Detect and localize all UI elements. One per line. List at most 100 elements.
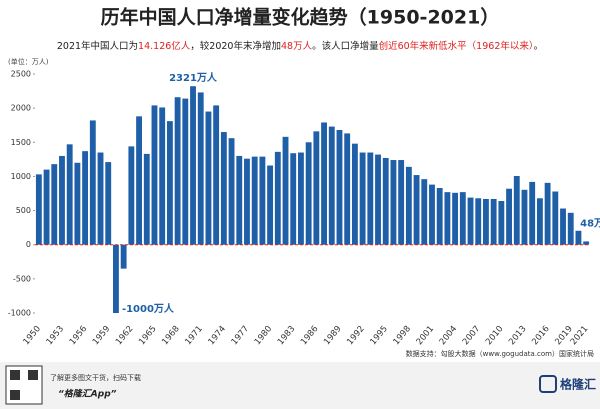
bar	[490, 198, 497, 245]
y-tick-label: 1000	[11, 172, 31, 181]
subtitle-part: 48万人	[281, 41, 313, 52]
bar	[43, 169, 50, 245]
brand: 格隆汇	[560, 377, 596, 392]
bar	[336, 129, 343, 245]
footer-band	[0, 362, 600, 409]
bar	[105, 162, 112, 245]
subtitle-part: 。该人口净增量	[312, 40, 379, 52]
bar	[282, 136, 289, 245]
bar	[536, 198, 543, 245]
bar	[375, 154, 381, 245]
bar	[390, 160, 397, 245]
bar	[89, 120, 96, 245]
bar	[382, 157, 389, 245]
bar	[120, 244, 127, 269]
bar	[498, 201, 505, 245]
y-tick-label: 500	[16, 206, 31, 215]
footer-text: 了解更多图文干货，扫码下载	[50, 373, 141, 382]
bar	[459, 192, 466, 245]
qr-corner	[28, 370, 38, 380]
bar	[305, 142, 312, 245]
bar	[429, 184, 435, 245]
bar	[274, 151, 281, 245]
bar	[344, 133, 351, 245]
value-label: 2321万人	[169, 71, 218, 84]
bar	[513, 176, 520, 245]
bar	[35, 174, 42, 245]
bar	[298, 152, 304, 245]
bar	[136, 116, 142, 245]
bar	[182, 98, 189, 245]
bar	[174, 97, 181, 245]
brand-logo	[539, 375, 557, 393]
bar	[259, 156, 266, 245]
bar	[244, 158, 250, 245]
qr-corner	[10, 390, 20, 400]
bar	[313, 131, 320, 245]
bar	[151, 105, 158, 245]
bar	[552, 191, 559, 245]
y-tick-label: 1500	[11, 138, 31, 147]
bar	[544, 182, 551, 245]
value-label: -1000万人	[122, 302, 175, 315]
bar	[213, 105, 220, 245]
bar	[475, 198, 482, 245]
chart-title: 历年中国人口净增量变化趋势（1950-2021）	[101, 6, 500, 29]
subtitle-part: ，较2020年末净增加	[190, 40, 281, 52]
y-tick-label: 2500	[11, 70, 31, 79]
bar	[351, 143, 358, 245]
bar	[483, 198, 489, 245]
bar	[444, 192, 451, 245]
source: 数据支持：勾股大数据（www.gogudata.com）国家统计局	[406, 349, 594, 358]
bar	[59, 155, 65, 245]
bar	[575, 230, 582, 245]
bar	[290, 153, 297, 245]
bar	[560, 208, 566, 245]
bar	[367, 152, 374, 245]
bar	[197, 92, 204, 245]
qr-corner	[10, 370, 20, 380]
bar	[529, 181, 536, 245]
bar	[143, 153, 150, 245]
bar	[220, 132, 227, 245]
bar	[267, 165, 274, 245]
bar	[251, 156, 258, 245]
bar	[421, 179, 428, 245]
bar	[113, 244, 119, 313]
bar	[359, 152, 366, 245]
y-tick-label: 2000	[11, 104, 31, 113]
y-tick-label: -500	[13, 274, 31, 283]
bar	[205, 111, 212, 245]
subtitle-part: 2021年中国人口为	[57, 40, 138, 52]
bar	[467, 197, 474, 245]
value-label: 48万人	[580, 216, 600, 229]
bar	[413, 175, 420, 245]
y-tick-label: -1000	[8, 309, 31, 318]
bar	[128, 146, 135, 245]
bar	[228, 138, 235, 245]
bar	[51, 164, 58, 245]
chart-subtitle: 2021年中国人口为14.126亿人，较2020年末净增加48万人。该人口净增量…	[57, 40, 543, 52]
bar	[567, 212, 574, 245]
subtitle-part: 创近60年来新低水平（1962年以来）	[379, 40, 534, 52]
bar	[66, 144, 73, 245]
bar	[405, 166, 412, 245]
bar	[583, 241, 590, 245]
bar	[436, 188, 443, 245]
bar	[82, 151, 89, 245]
bar	[166, 121, 173, 245]
bar	[506, 188, 512, 245]
subtitle-part: 14.126亿人	[138, 40, 191, 52]
bar	[97, 152, 104, 245]
bar	[321, 122, 327, 245]
bar	[452, 192, 459, 245]
unit-label: (单位：万人)	[8, 57, 49, 66]
subtitle-part: 。	[534, 41, 544, 52]
bar	[159, 107, 166, 245]
bar	[190, 86, 196, 245]
bar	[328, 126, 335, 245]
bar	[236, 155, 243, 245]
footer-app: “格隆汇App”	[58, 389, 117, 400]
y-tick-label: 0	[26, 240, 31, 249]
